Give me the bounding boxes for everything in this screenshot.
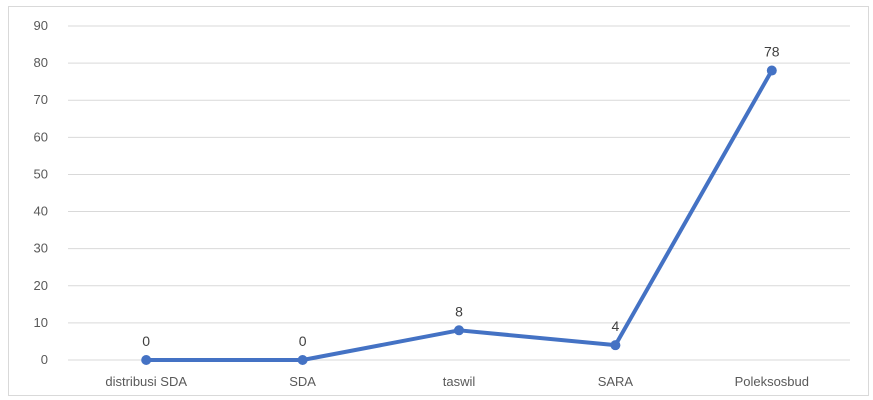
x-tick-label: taswil bbox=[443, 374, 476, 389]
chart-frame bbox=[8, 6, 869, 396]
series-group bbox=[141, 65, 777, 365]
data-labels: 0 0 8 4 78 bbox=[142, 44, 779, 349]
data-label: 8 bbox=[455, 303, 463, 319]
x-axis-tick-labels: distribusi SDA SDA taswil SARA Poleksosbud bbox=[105, 374, 809, 389]
y-tick-label: 50 bbox=[34, 166, 48, 181]
y-tick-label: 40 bbox=[34, 204, 48, 219]
y-tick-label: 70 bbox=[34, 92, 48, 107]
y-axis-tick-labels: 0 10 20 30 40 50 60 70 80 90 bbox=[34, 18, 48, 367]
y-tick-label: 90 bbox=[34, 18, 48, 33]
y-tick-label: 30 bbox=[34, 241, 48, 256]
data-point bbox=[141, 355, 152, 365]
y-tick-label: 0 bbox=[41, 352, 48, 367]
data-label: 4 bbox=[612, 318, 620, 334]
data-label: 0 bbox=[299, 333, 307, 349]
data-label: 78 bbox=[764, 44, 780, 60]
x-tick-label: SDA bbox=[289, 374, 316, 389]
x-tick-label: SARA bbox=[598, 374, 634, 389]
y-tick-label: 10 bbox=[34, 315, 48, 330]
y-tick-label: 80 bbox=[34, 55, 48, 70]
x-tick-label: Poleksosbud bbox=[735, 374, 809, 389]
data-point bbox=[297, 355, 308, 365]
data-point bbox=[454, 325, 464, 336]
data-point bbox=[766, 65, 777, 76]
y-tick-label: 20 bbox=[34, 278, 48, 293]
data-label: 0 bbox=[142, 333, 150, 349]
y-tick-label: 60 bbox=[34, 129, 48, 144]
data-point bbox=[610, 340, 621, 351]
x-tick-label: distribusi SDA bbox=[105, 374, 187, 389]
